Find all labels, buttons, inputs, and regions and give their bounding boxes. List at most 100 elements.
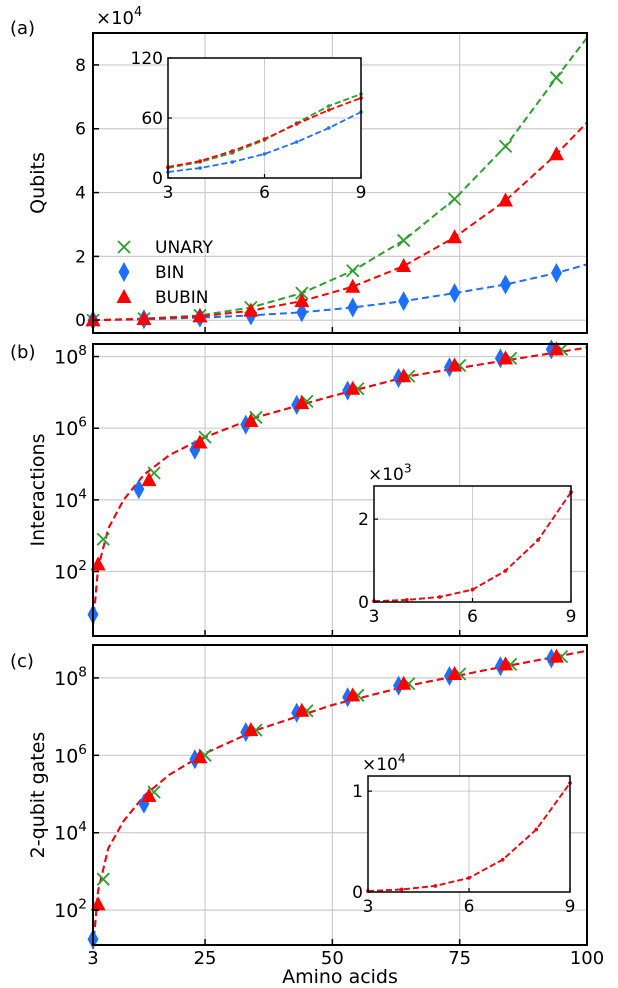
y-tick-label: 6 (75, 120, 86, 140)
inset-x-tick-label: 3 (163, 183, 174, 203)
inset-y-tick-label: 1 (352, 782, 363, 802)
x-tick-label: 3 (87, 948, 98, 969)
point-bubin (192, 308, 208, 323)
inset-y-tick-label: 2 (358, 510, 369, 530)
y-axis-label: Qubits (27, 152, 49, 214)
point-unary (96, 872, 110, 886)
point-bin (296, 302, 308, 323)
x-tick-label: 50 (321, 948, 344, 969)
panel-a: (a) 0 2 4 6 8 ×104 Qubits 3 6 9 0 60 120 (10, 5, 588, 334)
inset-y-tick-label: 0 (352, 883, 363, 903)
inset-y-tick-label: 0 (358, 593, 369, 613)
inset-x-tick-label: 9 (565, 897, 576, 917)
inset-x-tick-label: 9 (566, 607, 577, 627)
legend-label-bubin: BUBIN (155, 288, 209, 308)
point-bubin (447, 229, 463, 244)
inset-point-bubin (437, 595, 442, 599)
inset-point-bubin (503, 569, 508, 573)
inset-point-bubin (534, 827, 539, 832)
point-bubin (141, 787, 157, 802)
point-bubin (294, 293, 310, 308)
inset-point-unary (327, 104, 331, 108)
y-tick-label: 104 (54, 486, 87, 512)
inset-point-bubin (433, 884, 438, 888)
inset-a: 3 6 9 0 60 120 (131, 49, 367, 203)
panel-b-label: (b) (10, 342, 35, 363)
triangle-marker (116, 289, 132, 303)
point-unary (96, 532, 110, 546)
point-bubin (548, 648, 564, 663)
point-bubin (498, 350, 514, 365)
point-bubin (396, 368, 412, 383)
y-tick-label: 106 (54, 415, 87, 441)
x-axis-label: Amino acids (282, 966, 398, 988)
inset-point-bubin (262, 137, 267, 141)
y-axis-label: Interactions (27, 434, 49, 547)
panel-c: (c) 102 104 106 108 2-qubit gates 3 6 9 0 1 ×104 (10, 644, 588, 950)
plot-frame (92, 343, 588, 637)
y-tick-label: 2 (75, 247, 86, 267)
inset-point-bubin (294, 122, 299, 126)
inset-point-bubin (230, 149, 235, 153)
panel-b: (b) 102 104 106 108 Interactions 3 6 9 0 2 ×103 (10, 339, 588, 637)
y-tick-label: 108 (54, 343, 87, 369)
inset-point-bubin (470, 587, 475, 592)
inset-point-bin (294, 140, 299, 144)
point-bubin (548, 341, 564, 356)
inset-point-bubin (327, 108, 331, 112)
point-bubin (90, 896, 106, 911)
inset-x-tick-label: 6 (259, 183, 270, 203)
point-bubin (243, 722, 259, 737)
point-bin (347, 297, 359, 318)
point-bubin (345, 687, 361, 702)
point-bubin (498, 192, 514, 207)
point-bin (500, 274, 512, 295)
inset-point-bubin (536, 538, 540, 542)
point-bin (449, 283, 461, 304)
inset-x-tick-label: 6 (467, 607, 478, 627)
inset-x-tick-label: 3 (369, 607, 380, 627)
x-tick-label: 75 (448, 948, 471, 969)
inset-x-tick-label: 6 (464, 897, 475, 917)
inset-y-tick-label: 120 (131, 49, 163, 69)
plot-frame (92, 32, 588, 334)
panel-c-label: (c) (10, 651, 34, 672)
point-bubin (243, 413, 259, 428)
point-bubin (294, 702, 310, 717)
y-tick-label: 106 (54, 742, 87, 768)
point-bubin (548, 146, 564, 161)
y-tick-label: 4 (75, 184, 86, 204)
point-bubin (345, 278, 361, 293)
point-bubin (498, 656, 514, 671)
plot-frame (92, 644, 588, 946)
point-bubin (345, 380, 361, 395)
point-bubin (396, 675, 412, 690)
y-tick-label: 102 (54, 897, 87, 923)
y-axis-label: 2-qubit gates (27, 732, 49, 859)
point-unary (549, 71, 564, 85)
inset-point-bubin (405, 598, 409, 602)
curve-bubin (92, 121, 588, 322)
inset-y-tick-label: 0 (152, 169, 163, 189)
point-bubin (192, 434, 208, 449)
point-bubin (141, 472, 157, 487)
panel-a-label: (a) (10, 18, 35, 39)
y-multiplier: ×104 (96, 5, 142, 29)
x-tick-label: 25 (194, 948, 217, 969)
inset-x-tick-label: 9 (356, 183, 367, 203)
point-unary (447, 192, 462, 206)
inset-point-bubin (500, 857, 505, 862)
point-bubin (90, 556, 106, 571)
inset-y-tick-label: 60 (141, 109, 163, 129)
point-bubin (243, 302, 259, 317)
inset-x-tick-label: 3 (363, 897, 374, 917)
legend-label-bin: BIN (155, 263, 184, 283)
point-bin (398, 291, 410, 312)
inset-y-multiplier: ×103 (368, 461, 412, 485)
diamond-marker (118, 262, 130, 282)
point-bin (550, 263, 562, 283)
point-bubin (294, 395, 310, 410)
inset-y-multiplier: ×104 (362, 751, 406, 775)
point-bin (133, 479, 145, 500)
